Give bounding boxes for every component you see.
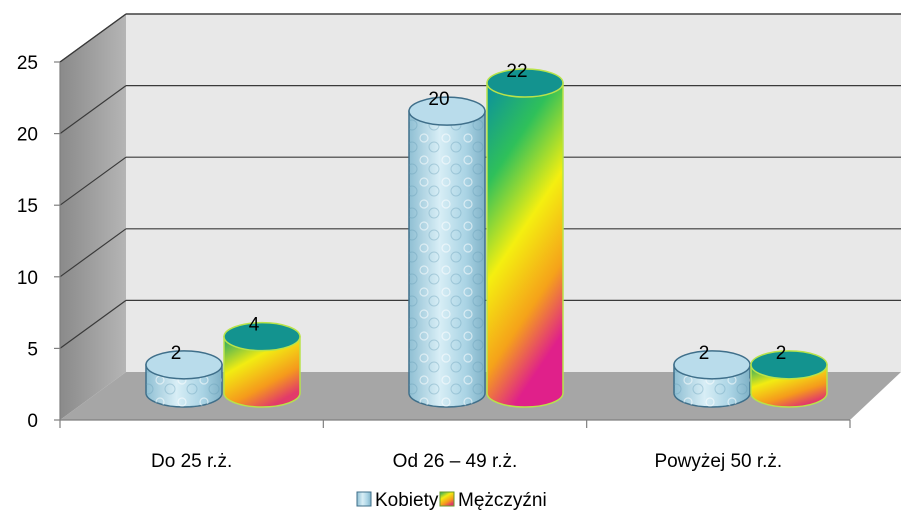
data-label: 2 (699, 343, 710, 364)
data-label: 2 (171, 343, 182, 364)
y-tick-label: 25 (17, 53, 38, 74)
bar-top (750, 350, 828, 380)
legend-swatch (439, 491, 455, 507)
bar-top (673, 350, 751, 380)
gridline-side (59, 299, 127, 349)
data-label: 4 (249, 315, 260, 336)
bar-texture (409, 111, 485, 407)
y-tick-label: 15 (17, 196, 38, 217)
data-label: 20 (428, 89, 449, 110)
bar-kobiety (673, 350, 751, 408)
bar-top (223, 321, 301, 352)
gridline-side (59, 13, 127, 63)
data-label: 2 (776, 343, 787, 364)
data-label: 22 (506, 61, 527, 82)
bar-top (408, 96, 486, 126)
chart-side-wall (60, 14, 126, 420)
bar-mezczyzni (223, 321, 301, 408)
bar-kobiety (145, 350, 223, 408)
x-tick-label: Od 26 – 49 r.ż. (393, 451, 518, 472)
gridline-side (59, 228, 127, 278)
legend-swatch (356, 491, 372, 507)
bar-kobiety (408, 96, 486, 408)
gridline-side (59, 85, 127, 135)
y-tick-label: 10 (17, 268, 38, 289)
bar-mezczyzni (486, 68, 564, 408)
bar-top (145, 350, 223, 380)
x-tick-label: Do 25 r.ż. (151, 451, 232, 472)
bar-mezczyzni (750, 350, 828, 408)
legend-item: Mężczyźni (439, 490, 547, 510)
y-tick-label: 5 (27, 339, 38, 360)
legend-item: Kobiety (356, 490, 439, 510)
y-tick-label: 20 (17, 125, 38, 146)
x-tick-label: Powyżej 50 r.ż. (654, 451, 782, 472)
bar-body (486, 82, 564, 408)
y-tick-label: 0 (27, 411, 38, 432)
bar-body (223, 335, 301, 408)
legend-label: Mężczyźni (458, 490, 547, 510)
gridline-side (59, 156, 127, 206)
legend-label: Kobiety (375, 490, 439, 510)
bar-top (486, 68, 564, 98)
